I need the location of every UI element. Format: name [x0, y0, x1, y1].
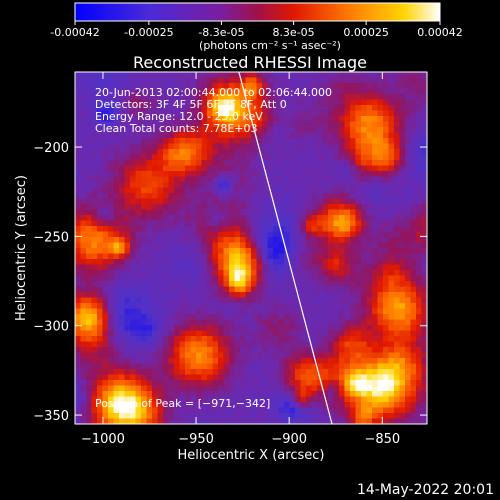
peak-position-label: Position of Peak = [−971,−342] — [95, 397, 270, 410]
info-line: Energy Range: 12.0 - 25.0 keV — [95, 110, 263, 123]
info-line: Clean Total counts: 7.78E+03 — [95, 122, 258, 135]
colorbar-tick-label: -0.00025 — [124, 26, 173, 39]
x-tick-label: −950 — [178, 432, 214, 447]
observation-info: 20-Jun-2013 02:00:44.000 to 02:06:44.000… — [95, 86, 332, 135]
y-tick-label: −200 — [33, 141, 69, 156]
colorbar-tick-label: 0.00025 — [343, 26, 389, 39]
info-line: 20-Jun-2013 02:00:44.000 to 02:06:44.000 — [95, 86, 332, 99]
y-tick-label: −250 — [33, 230, 69, 245]
y-axis-label: Heliocentric Y (arcsec) — [14, 175, 29, 321]
chart-title: Reconstructed RHESSI Image — [133, 53, 367, 72]
info-line: Detectors: 3F 4F 5F 6F 7F 8F, Att 0 — [95, 98, 287, 111]
colorbar-tick-label: 0.00042 — [417, 26, 463, 39]
colorbar: -0.00042 -0.00025 -8.3e-05 8.3e-05 0.00025 0.… — [50, 2, 463, 52]
colorbar-units-label: (photons cm⁻² s⁻¹ asec⁻²) — [199, 39, 341, 52]
timestamp: 14-May-2022 20:01 — [357, 482, 494, 498]
plot-area: 20-Jun-2013 02:00:44.000 to 02:06:44.000… — [33, 71, 428, 447]
plot-frame — [74, 71, 428, 425]
x-tick-label: −900 — [271, 432, 307, 447]
x-tick-label: −1000 — [81, 432, 125, 447]
y-tick-label: −300 — [33, 320, 69, 335]
x-axis-label: Heliocentric X (arcsec) — [178, 448, 325, 463]
colorbar-tick-label: 8.3e-05 — [272, 26, 314, 39]
solar-limb-line — [238, 72, 333, 424]
y-tick-label: −350 — [33, 409, 69, 424]
colorbar-frame — [74, 2, 441, 22]
colorbar-tick-label: -8.3e-05 — [198, 26, 244, 39]
x-tick-label: −850 — [364, 432, 400, 447]
colorbar-tick-label: -0.00042 — [50, 26, 99, 39]
colorbar-gradient — [75, 3, 440, 21]
